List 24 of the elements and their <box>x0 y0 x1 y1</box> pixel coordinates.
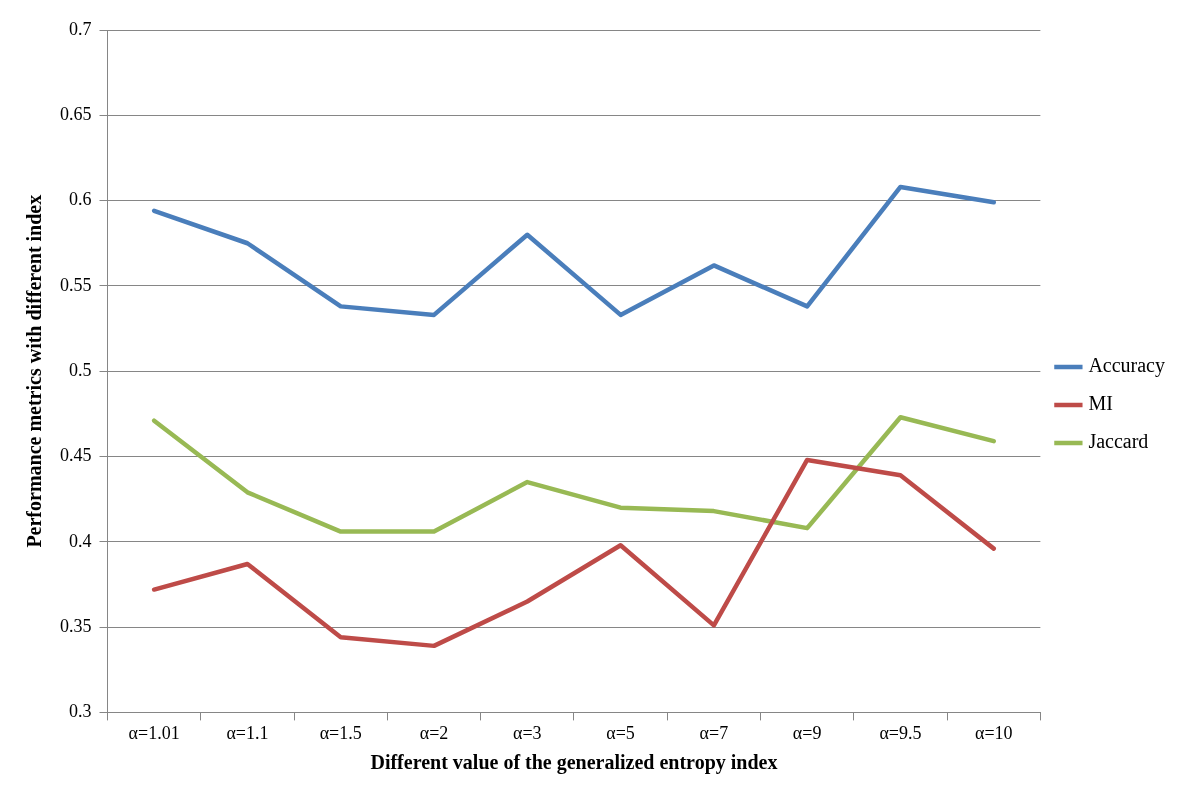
x-tick-label: α=3 <box>513 722 542 743</box>
y-tick-label: 0.55 <box>60 274 92 295</box>
x-tick-label: α=7 <box>699 722 729 743</box>
x-tick-label: α=1.1 <box>226 722 269 743</box>
x-tick-label: α=1.01 <box>128 722 180 743</box>
x-tick-label: α=2 <box>419 722 449 743</box>
y-tick-label: 0.5 <box>69 359 92 380</box>
y-axis-title: Performance metrics with different index <box>23 194 46 548</box>
y-tick-label: 0.35 <box>60 615 92 636</box>
y-tick-label: 0.4 <box>69 530 92 551</box>
y-tick-label: 0.6 <box>69 189 92 210</box>
x-tick-label: α=5 <box>606 722 635 743</box>
y-tick-label: 0.3 <box>69 701 92 722</box>
x-tick-label: α=1.5 <box>319 722 362 743</box>
x-tick-label: α=9.5 <box>879 722 922 743</box>
x-axis-title: Different value of the generalized entropy index <box>370 751 778 775</box>
x-tick-label: α=10 <box>974 722 1013 743</box>
y-tick-label: 0.65 <box>60 104 92 125</box>
y-tick-label: 0.7 <box>69 18 92 39</box>
legend-label: Jaccard <box>1088 430 1149 453</box>
legend-label: Accuracy <box>1088 354 1166 378</box>
legend-label: MI <box>1088 392 1113 415</box>
y-tick-label: 0.45 <box>60 445 92 466</box>
x-tick-label: α=9 <box>792 722 822 743</box>
